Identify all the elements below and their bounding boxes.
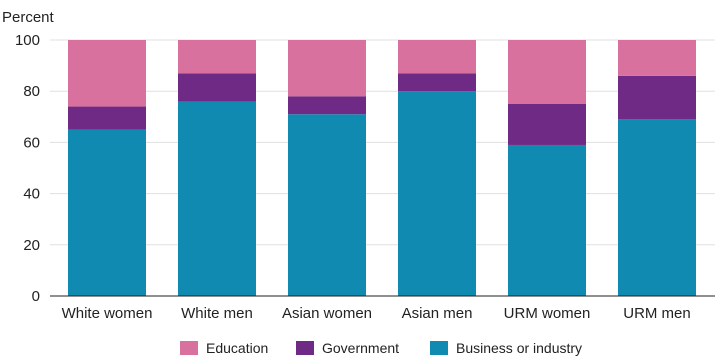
legend-label: Government [322, 340, 399, 356]
bar-segment-government [68, 106, 146, 130]
x-tick-label: URM men [623, 305, 691, 322]
legend-swatch [296, 341, 314, 355]
bar-segment-business-or-industry [288, 114, 366, 297]
bar-segment-education [508, 40, 586, 104]
y-tick-label: 60 [23, 134, 40, 151]
legend-swatch [180, 341, 198, 355]
bar-segment-business-or-industry [618, 119, 696, 296]
bar-segment-business-or-industry [68, 129, 146, 296]
legend-item: Education [180, 340, 268, 356]
y-tick-label: 80 [23, 83, 40, 100]
bar-segment-education [288, 40, 366, 97]
legend-label: Business or industry [456, 340, 582, 356]
legend-item: Business or industry [430, 340, 582, 356]
x-tick-label: URM women [504, 305, 591, 322]
x-tick-label: White men [181, 305, 253, 322]
bar-segment-business-or-industry [398, 91, 476, 296]
bar-segment-government [508, 104, 586, 145]
legend-item: Government [296, 340, 399, 356]
y-tick-label: 0 [32, 288, 40, 305]
grid-lines [50, 39, 715, 297]
x-tick-label: Asian men [402, 305, 473, 322]
bar-segment-business-or-industry [178, 101, 256, 296]
y-tick-label: 40 [23, 186, 40, 203]
legend-label: Education [206, 340, 268, 356]
y-axis-label: Percent [2, 9, 55, 26]
x-tick-label: White women [62, 305, 153, 322]
legend-swatch [430, 341, 448, 355]
bar-segment-education [178, 40, 256, 74]
bar-segment-education [618, 40, 696, 76]
y-tick-label: 100 [15, 32, 40, 49]
bar-segment-government [618, 75, 696, 120]
bars [50, 40, 715, 297]
y-tick-label: 20 [23, 237, 40, 254]
x-tick-labels: White women White men Asian women Asian men… [62, 305, 691, 322]
bar-segment-government [398, 73, 476, 92]
bar-segment-education [398, 40, 476, 74]
legend: Education Government Business or industry [180, 340, 582, 356]
bar-segment-government [288, 96, 366, 115]
y-tick-labels: 0 20 40 60 80 100 [15, 32, 40, 305]
x-tick-label: Asian women [282, 305, 372, 322]
bar-segment-business-or-industry [508, 144, 586, 296]
bar-segment-government [178, 73, 256, 102]
bar-segment-education [68, 40, 146, 107]
